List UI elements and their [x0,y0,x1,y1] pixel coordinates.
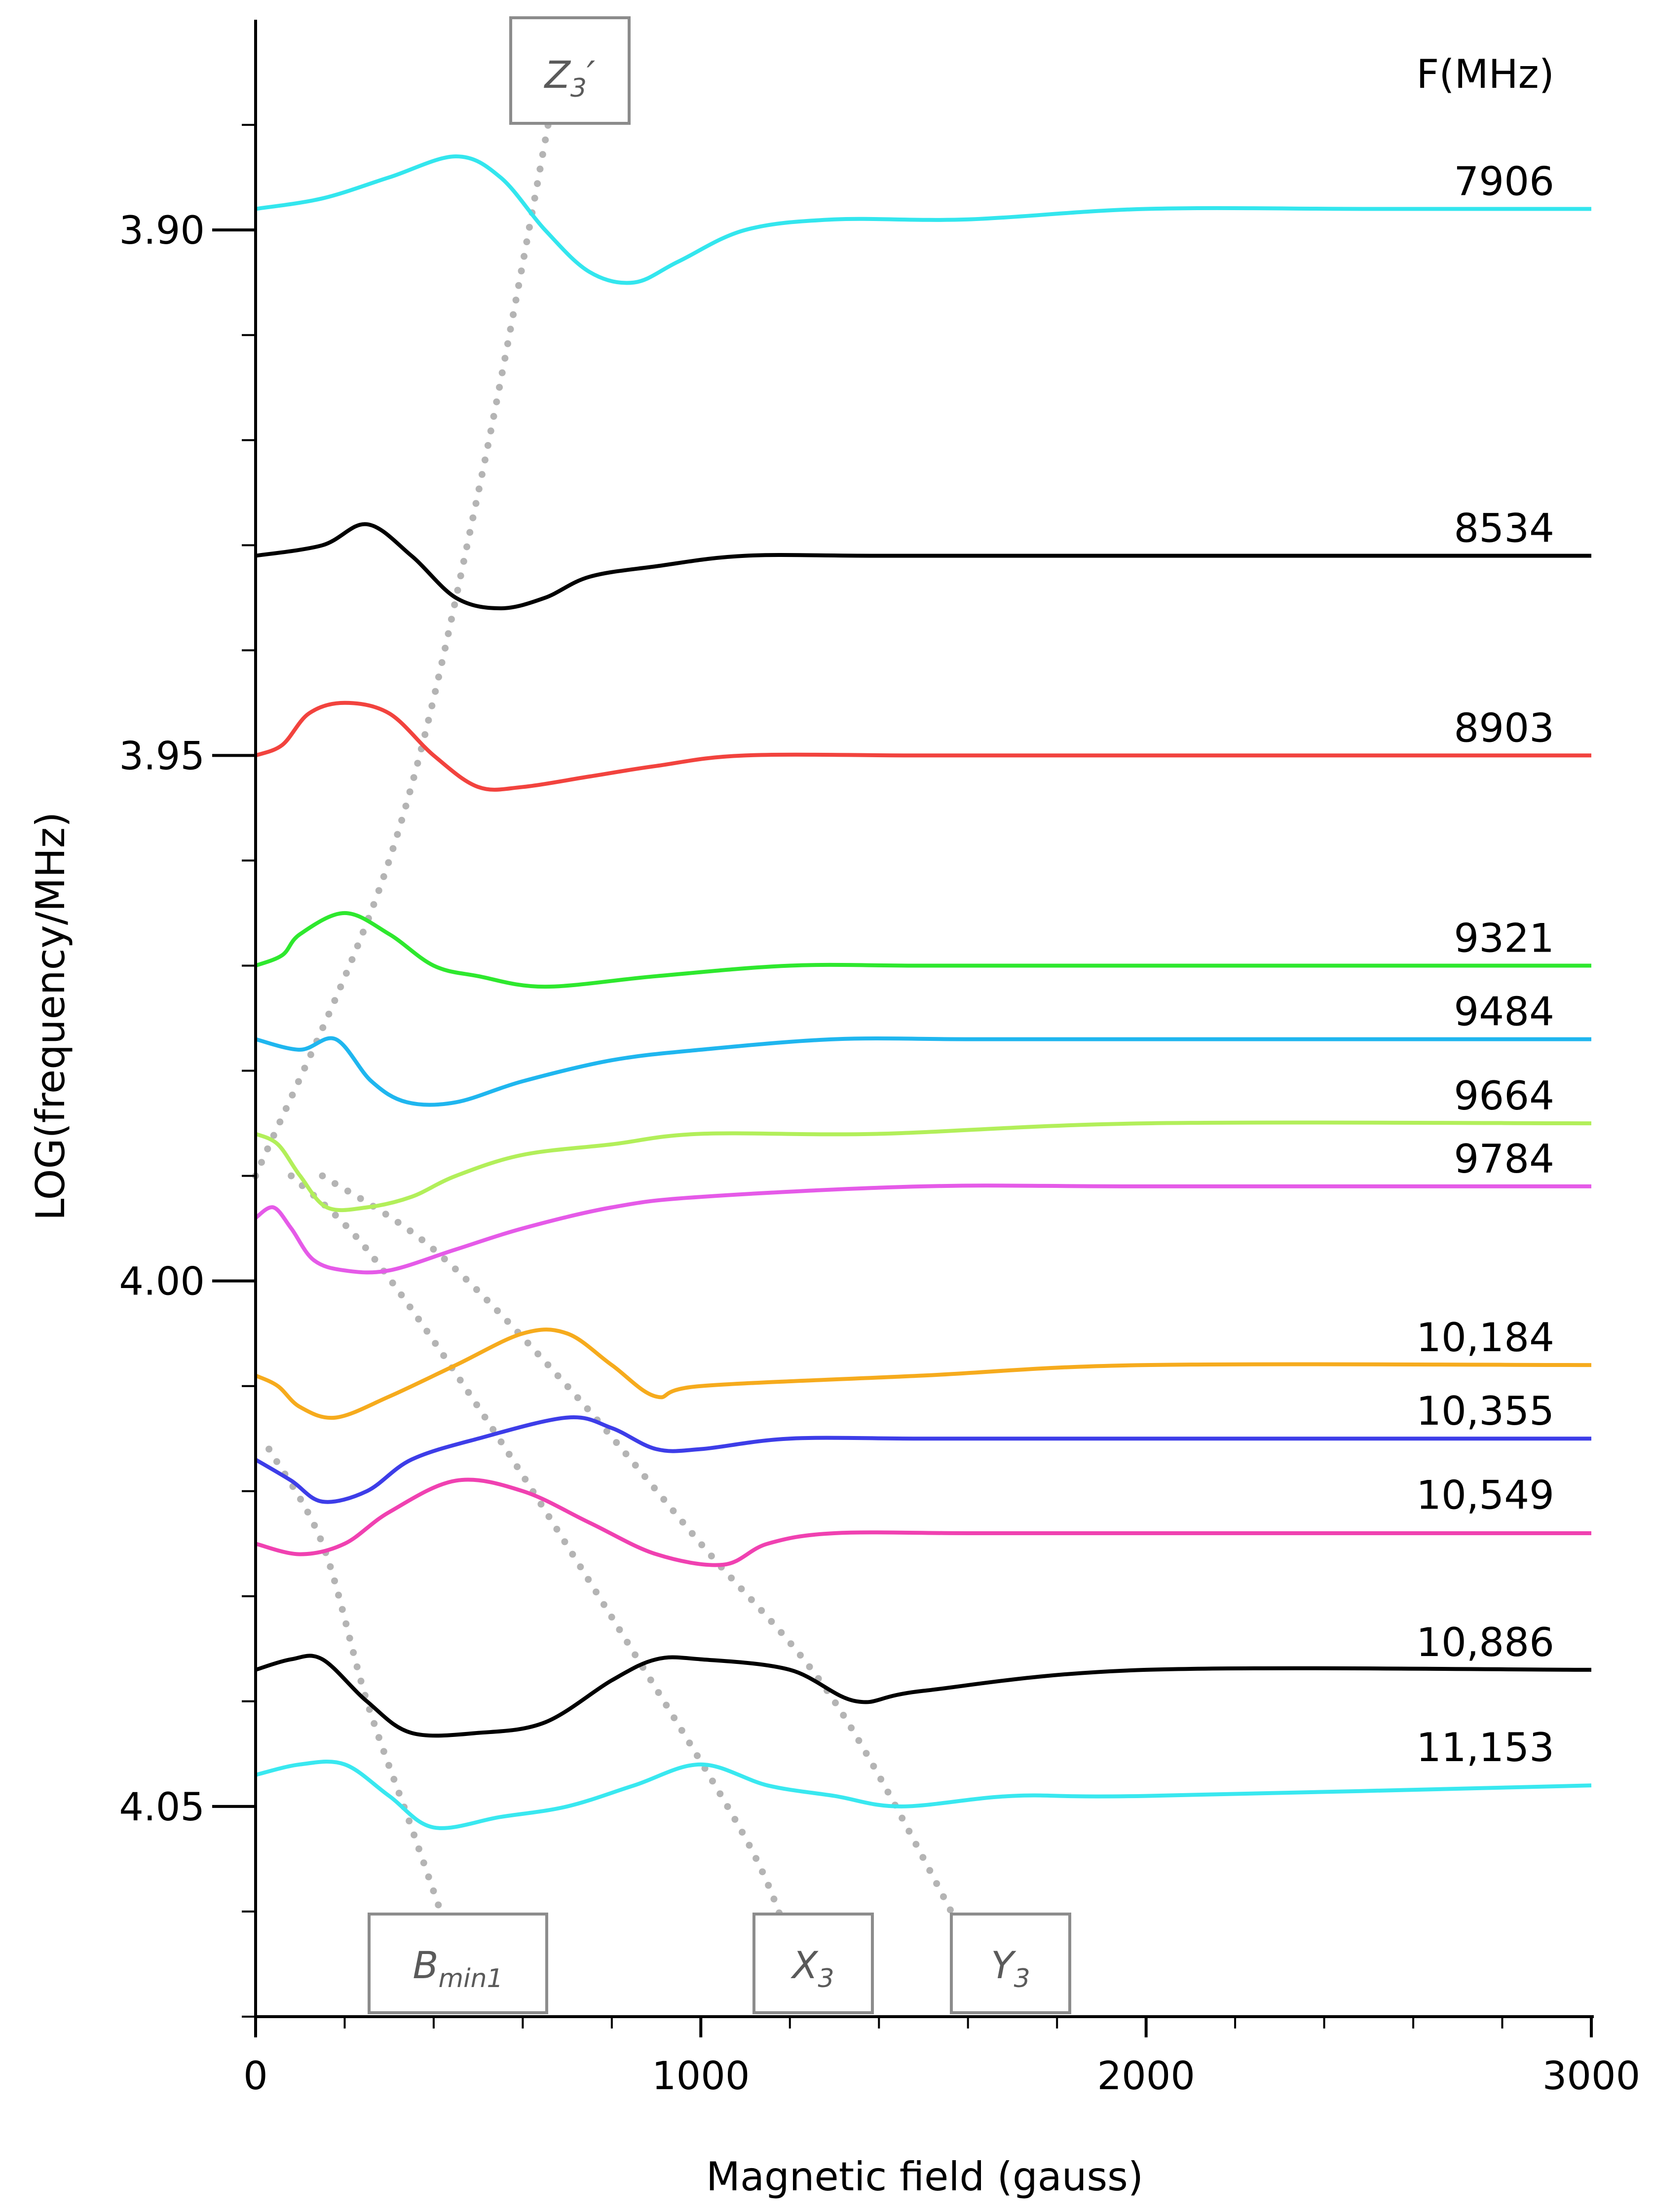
x3-label-sub: 3 [818,1964,834,1993]
y-tick-label: 3.90 [119,209,205,253]
series-line-8903 [255,700,1591,792]
series-label-9664: 9664 [1454,1073,1554,1119]
y-tick-label: 3.95 [119,734,205,778]
series-line-7906 [255,154,1591,285]
series-header: F(MHz) [1416,51,1554,97]
series-line-10886 [255,1654,1592,1738]
axes [254,20,1594,2018]
series-line-11153 [255,1760,1592,1830]
series-label-9321: 9321 [1454,916,1554,961]
x3-box: X3 [752,1913,874,2014]
bmin1-box: Bmin1 [368,1913,548,2014]
series-line-8534 [255,522,1591,611]
y3-box: Y3 [950,1913,1071,2014]
x3-label-main: X [790,1943,819,1987]
bmin1-label-sub: min1 [438,1964,503,1993]
series-label-8534: 8534 [1454,506,1554,552]
y-axis-title: LOG(frequency/MHz) [28,812,74,1220]
z3-label-main: Z [544,53,571,97]
z3-label-sub: 3 [570,74,587,103]
series-label-9484: 9484 [1454,989,1554,1035]
guide-lines [252,16,972,1947]
y3-label-main: Y [991,1943,1016,1987]
x-tick-label: 3000 [1542,2054,1641,2099]
y3-label-sub: 3 [1014,1964,1030,1993]
guide-line-z3 [252,16,571,1180]
svg-text:Z3′: Z3′ [544,53,595,103]
z3-label-prime: ′ [587,53,595,97]
series-label-10549: 10,549 [1416,1473,1554,1518]
series-label-10184: 10,184 [1416,1315,1554,1361]
x-axis-title: Magnetic field (gauss) [706,2154,1143,2200]
series-labels: 7906 8534 8903 9321 9484 9664 9784 10,184 10,355… [1416,159,1554,1771]
series-label-8903: 8903 [1454,705,1554,751]
z3-prime-box: Z3′ [509,16,631,125]
series-line-10549 [255,1477,1591,1567]
guide-line-bmin1 [265,1445,455,1947]
series-label-9784: 9784 [1454,1136,1554,1182]
y-tick-label: 4.00 [119,1260,205,1304]
bmin1-label-main: B [413,1943,438,1987]
svg-text:X3: X3 [790,1943,834,1993]
series-line-10184 [255,1327,1592,1420]
x-ticks: 0 1000 2000 3000 [243,2017,1640,2099]
x-tick-label: 2000 [1097,2054,1195,2099]
y-tick-label: 4.05 [119,1785,205,1830]
series-label-10886: 10,886 [1416,1620,1554,1665]
guide-line-y3 [319,1172,972,1947]
series-layer [254,154,1592,1830]
y-ticks: 3.90 3.95 4.00 4.05 [119,124,256,2018]
series-line-9484 [255,1036,1591,1107]
svg-text:Y3: Y3 [991,1943,1030,1993]
series-label-11153: 11,153 [1416,1725,1554,1770]
series-line-9664 [255,1120,1592,1213]
series-label-10355: 10,355 [1416,1388,1554,1434]
svg-text:Bmin1: Bmin1 [413,1943,503,1993]
guide-line-x3 [288,1172,793,1947]
x-tick-label: 0 [243,2054,268,2099]
series-line-9784 [254,1183,1591,1275]
series-line-10355 [254,1415,1591,1504]
series-line-9321 [255,911,1591,989]
x-tick-label: 1000 [652,2054,750,2099]
series-label-7906: 7906 [1454,159,1554,205]
